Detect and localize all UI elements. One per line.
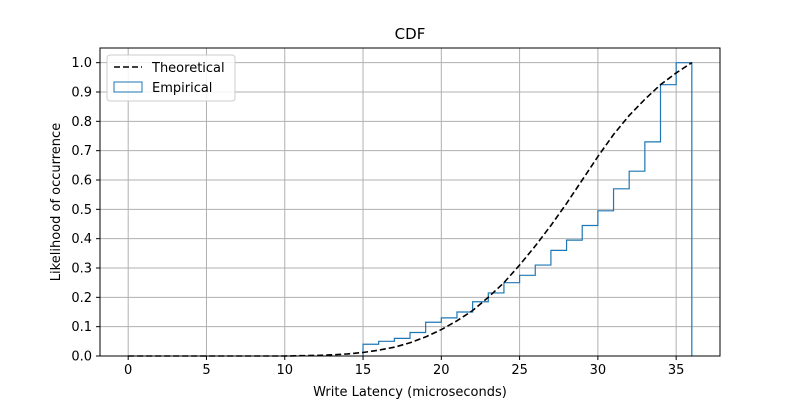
y-tick-label: 0.8 [71,115,92,130]
y-tick-label: 0.5 [71,203,92,218]
x-tick-label: 20 [433,363,450,378]
x-tick-label: 5 [202,363,210,378]
y-tick-label: 0.2 [71,291,92,306]
y-tick-label: 1.0 [71,56,92,71]
legend-box [106,54,236,102]
y-tick-label: 0.1 [71,320,92,335]
empirical-step-line [362,62,693,356]
x-tick-label: 15 [355,363,372,378]
legend-empirical-label: Empirical [152,81,212,96]
y-tick-label: 0.4 [71,232,92,247]
y-tick-label: 0.6 [71,174,92,189]
chart-title: CDF [395,25,426,43]
plot-area-frame [99,47,721,357]
x-tick-label: 0 [124,363,132,378]
x-axis-label: Write Latency (microseconds) [313,385,507,400]
tick-layer: 0 5 10 15 20 25 30 35 0.0 0.1 0.2 0.3 0.4 0.5 0.6 0.7 0.… [71,56,684,378]
legend-empirical-swatch [113,81,143,93]
x-tick-label: 35 [668,363,685,378]
legend-theoretical-label: Theoretical [151,61,225,76]
x-tick-label: 25 [511,363,528,378]
x-tick-label: 10 [276,363,293,378]
y-tick-label: 0.7 [71,144,92,159]
x-tick-label: 30 [590,363,607,378]
y-axis-label: Likelihood of occurrence [49,123,64,281]
y-tick-label: 0.9 [71,86,92,101]
grid-layer [100,48,720,357]
legend: Theoretical Empirical [106,54,236,102]
y-tick-label: 0.3 [71,262,92,277]
y-tick-label: 0.0 [71,350,92,365]
